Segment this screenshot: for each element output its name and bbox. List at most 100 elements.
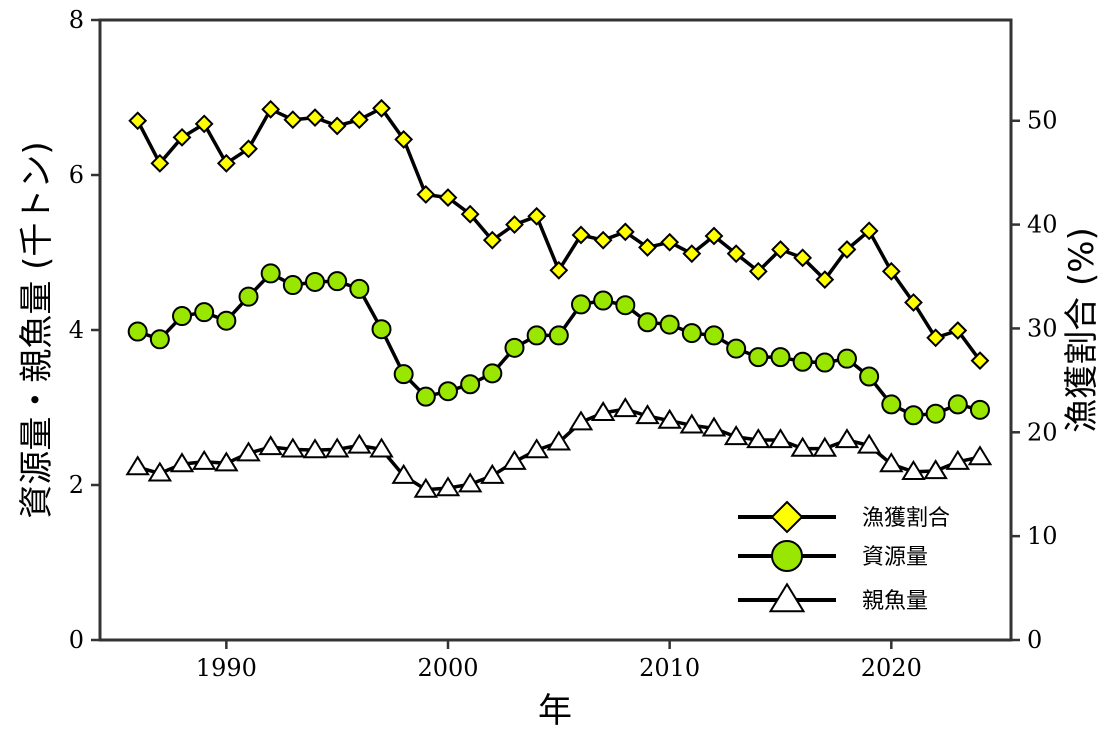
data-point-circle	[593, 290, 614, 311]
y-tick-label: 8	[69, 6, 84, 34]
data-point-circle	[703, 325, 724, 346]
data-point-triangle	[768, 428, 793, 449]
data-point-circle	[305, 271, 326, 292]
data-point-diamond	[771, 240, 790, 259]
legend-label: 親魚量	[862, 589, 928, 614]
data-point-triangle	[125, 455, 150, 476]
data-point-diamond	[372, 98, 391, 118]
data-point-diamond	[505, 215, 524, 235]
data-point-diamond	[726, 244, 746, 264]
data-point-circle	[238, 286, 259, 307]
data-point-circle	[371, 319, 392, 340]
data-point-triangle	[502, 449, 527, 470]
data-point-diamond	[615, 222, 635, 242]
y-axis-right-title: 漁獲割合 (%)	[1062, 227, 1102, 433]
data-point-circle	[393, 364, 414, 385]
data-point-circle	[172, 306, 193, 327]
data-point-circle	[548, 325, 569, 346]
data-point-diamond	[859, 221, 879, 241]
data-point-diamond	[216, 153, 236, 173]
data-point-diamond	[150, 153, 170, 173]
data-point-circle	[260, 263, 281, 284]
data-point-diamond	[460, 204, 480, 224]
data-point-diamond	[305, 108, 325, 128]
y-tick-label: 2	[69, 471, 84, 499]
data-point-diamond	[327, 116, 347, 136]
data-point-triangle	[879, 452, 904, 473]
data-point-diamond	[571, 225, 591, 245]
x-tick-label: 2000	[417, 654, 478, 682]
data-point-triangle	[457, 472, 483, 493]
data-point-circle	[814, 352, 835, 373]
data-point-diamond	[394, 130, 414, 149]
legend-marker-triangle	[768, 582, 806, 613]
data-point-triangle	[746, 428, 771, 449]
data-point-triangle	[834, 428, 860, 449]
data-point-triangle	[657, 408, 682, 429]
data-point-circle	[836, 348, 857, 369]
data-point-triangle	[901, 459, 926, 480]
data-point-triangle	[280, 437, 306, 458]
legend-marker-circle	[771, 540, 803, 572]
data-point-triangle	[413, 477, 439, 498]
data-point-diamond	[748, 261, 768, 281]
data-point-circle	[415, 386, 436, 407]
data-point-triangle	[169, 452, 195, 473]
data-point-diamond	[948, 321, 968, 340]
data-point-triangle	[435, 476, 461, 497]
y-tick-label: 0	[69, 626, 84, 654]
data-point-circle	[969, 399, 990, 420]
data-point-diamond	[261, 99, 281, 119]
data-point-triangle	[635, 404, 660, 425]
data-point-triangle	[923, 459, 948, 480]
data-point-circle	[349, 278, 370, 299]
data-point-circle	[282, 275, 303, 296]
data-point-triangle	[347, 433, 372, 454]
data-point-triangle	[812, 436, 838, 457]
data-point-diamond	[349, 110, 369, 130]
data-point-triangle	[236, 441, 261, 462]
data-point-triangle	[369, 437, 394, 458]
data-point-triangle	[790, 436, 815, 457]
data-point-diamond	[128, 111, 148, 131]
data-point-circle	[770, 347, 791, 368]
x-tick-label: 2020	[861, 654, 922, 682]
data-point-triangle	[480, 463, 505, 484]
data-point-triangle	[723, 425, 749, 446]
data-point-diamond	[416, 185, 436, 204]
data-point-triangle	[191, 449, 217, 470]
data-point-triangle	[302, 438, 328, 459]
data-point-triangle	[568, 410, 594, 431]
data-point-triangle	[701, 416, 727, 437]
data-point-triangle	[856, 433, 882, 454]
y-axis-right: 0 10 20 30 40 50	[1011, 107, 1058, 654]
data-point-triangle	[967, 445, 993, 466]
data-point-circle	[903, 405, 924, 426]
y-tick-label: 6	[69, 161, 84, 189]
data-point-circle	[659, 314, 680, 335]
data-point-circle	[637, 312, 658, 333]
y2-tick-label: 50	[1027, 107, 1058, 135]
data-point-triangle	[590, 401, 616, 422]
y-tick-label: 4	[69, 316, 84, 344]
data-point-diamond	[904, 293, 923, 312]
y2-tick-label: 20	[1027, 418, 1058, 446]
data-point-circle	[881, 394, 902, 415]
data-point-diamond	[527, 206, 547, 226]
data-point-diamond	[926, 328, 946, 348]
data-point-diamond	[682, 244, 702, 264]
legend-label: 漁獲割合	[862, 506, 950, 531]
legend-marker-diamond	[770, 500, 804, 534]
legend-label: 資源量	[862, 545, 928, 570]
data-point-diamond	[837, 240, 857, 259]
data-point-triangle	[546, 430, 572, 451]
data-point-circle	[327, 271, 348, 292]
data-point-triangle	[391, 463, 416, 484]
y-axis-left-title: 資源量・親魚量 (千トン)	[17, 141, 57, 518]
x-tick-label: 2010	[639, 654, 700, 682]
data-point-triangle	[214, 451, 239, 472]
data-point-circle	[127, 321, 148, 342]
data-point-diamond	[704, 226, 724, 246]
